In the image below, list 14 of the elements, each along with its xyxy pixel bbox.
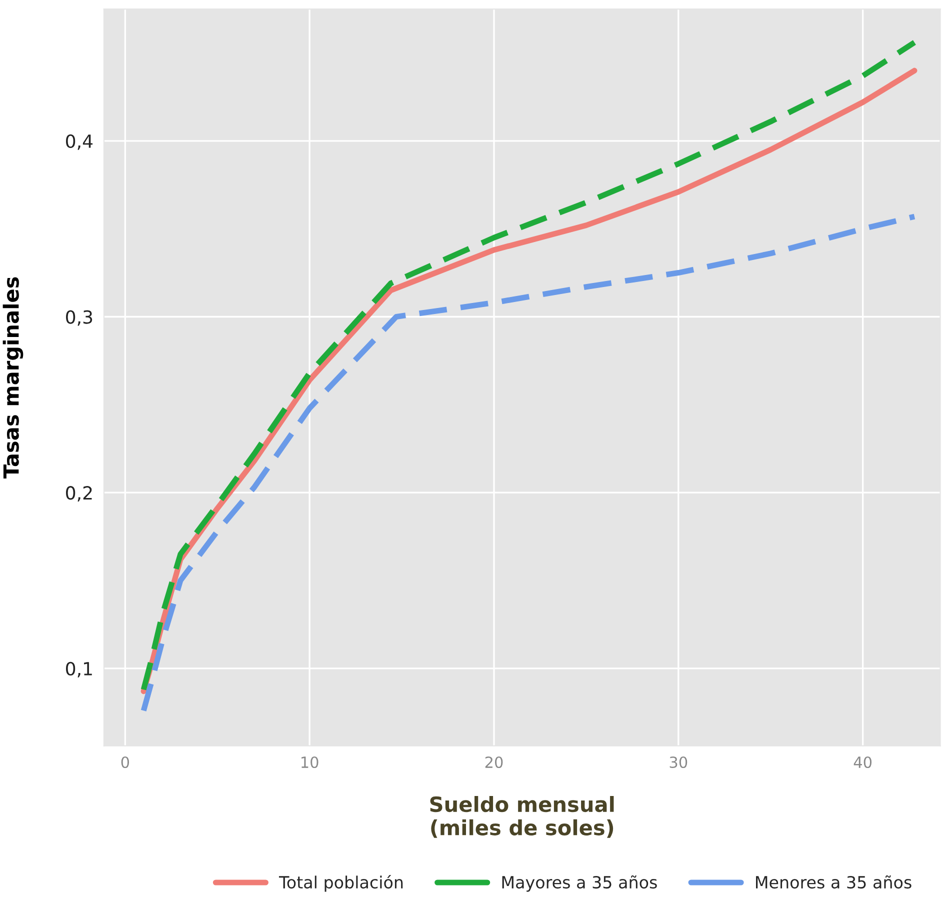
x-tick-label: 0 [121,756,130,768]
y-tick-label: 0,4 [66,134,93,150]
y-tick-label: 0,3 [66,310,92,326]
y-tick-label: 0,1 [66,662,92,678]
x-tick-label: 10 [302,756,318,768]
x-tick-label: 40 [854,756,872,768]
legend-label: Total población [278,875,403,892]
x-tick-label: 20 [485,756,503,768]
x-tick-label: 30 [670,756,688,768]
legend-label: Mayores a 35 años [502,875,657,892]
x-axis-title: Sueldo mensual (miles de soles) [430,796,614,838]
y-tick-label: 0,2 [66,486,92,502]
legend-label: Menores a 35 años [756,875,912,889]
y-axis-title: Tasas marginales [2,277,24,478]
